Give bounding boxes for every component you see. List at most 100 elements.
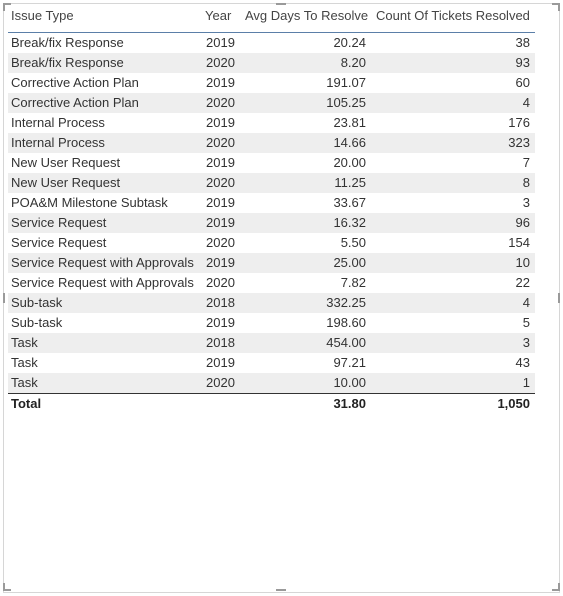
resize-handle[interactable] — [3, 583, 5, 591]
table-cell: 5 — [522, 315, 530, 330]
table-cell: Corrective Action Plan — [11, 95, 139, 110]
table-cell: 2019 — [206, 195, 235, 210]
resize-handle[interactable] — [3, 3, 11, 5]
table-cell: Break/fix Response — [11, 35, 124, 50]
table-cell: 2020 — [206, 135, 235, 150]
table-cell: 11.25 — [334, 175, 366, 190]
table-cell: 2019 — [206, 35, 235, 50]
resize-handle[interactable] — [276, 3, 286, 5]
table-cell: 14.66 — [333, 135, 366, 150]
total-cell: Total — [11, 396, 42, 411]
resize-handle[interactable] — [276, 589, 286, 591]
table-cell: 191.07 — [326, 75, 366, 90]
table-cell: 23.81 — [333, 115, 366, 130]
column-header[interactable]: Avg Days To Resolve — [245, 8, 369, 23]
table-cell: Task — [11, 335, 38, 350]
table-cell: Service Request with Approvals — [11, 275, 194, 290]
table-cell: 10.00 — [333, 375, 366, 390]
table-cell: 2018 — [206, 295, 235, 310]
table-cell: 2019 — [206, 75, 235, 90]
table-cell: 97.21 — [333, 355, 366, 370]
table-cell: 2020 — [206, 175, 235, 190]
resize-handle[interactable] — [558, 293, 560, 303]
table-cell: Internal Process — [11, 115, 105, 130]
resize-handle[interactable] — [558, 3, 560, 11]
table-cell: 2020 — [206, 235, 235, 250]
total-cell: 1,050 — [497, 396, 530, 411]
table-cell: 4 — [522, 295, 530, 310]
table-cell: 454.00 — [326, 335, 366, 350]
table-cell: New User Request — [11, 175, 121, 190]
table-cell: 2020 — [206, 375, 235, 390]
row-stripe — [8, 53, 535, 73]
resize-handle[interactable] — [3, 3, 5, 11]
column-header[interactable]: Issue Type — [11, 8, 74, 23]
table-cell: 3 — [522, 195, 530, 210]
table-cell: Service Request with Approvals — [11, 255, 194, 270]
table-cell: Sub-task — [11, 315, 63, 330]
table-cell: 93 — [515, 55, 530, 70]
row-stripe — [8, 93, 535, 113]
table-cell: 8 — [522, 175, 530, 190]
table-cell: 154 — [508, 235, 530, 250]
table-cell: 176 — [508, 115, 530, 130]
table-cell: 20.00 — [333, 155, 366, 170]
row-stripe — [8, 333, 535, 353]
resize-handle[interactable] — [3, 293, 5, 303]
row-stripe — [8, 173, 535, 193]
table-cell: 43 — [515, 355, 530, 370]
table-cell: 33.67 — [333, 195, 366, 210]
table-cell: 2019 — [206, 355, 235, 370]
row-stripe — [8, 293, 535, 313]
table-cell: 20.24 — [333, 35, 366, 50]
table-cell: New User Request — [11, 155, 121, 170]
table-cell: 323 — [508, 135, 530, 150]
row-stripe — [8, 373, 535, 393]
row-stripe — [8, 213, 535, 233]
table-cell: 2019 — [206, 155, 235, 170]
row-stripe — [8, 253, 535, 273]
table-cell: POA&M Milestone Subtask — [11, 195, 168, 210]
resize-handle[interactable] — [558, 583, 560, 591]
table-cell: Service Request — [11, 215, 107, 230]
table-cell: 198.60 — [326, 315, 366, 330]
table-cell: 60 — [515, 75, 530, 90]
table-cell: Task — [11, 375, 38, 390]
table-cell: 25.00 — [333, 255, 366, 270]
table-cell: 7 — [522, 155, 530, 170]
resize-handle[interactable] — [3, 589, 11, 591]
table-cell: 3 — [522, 335, 530, 350]
column-header[interactable]: Count Of Tickets Resolved — [376, 8, 530, 23]
table-cell: 8.20 — [340, 55, 366, 70]
table-cell: Corrective Action Plan — [11, 75, 139, 90]
table-cell: 2019 — [206, 115, 235, 130]
table-cell: Break/fix Response — [11, 55, 124, 70]
total-rule — [8, 393, 535, 394]
resize-handle[interactable] — [552, 589, 560, 591]
total-cell: 31.80 — [333, 396, 366, 411]
table-cell: 10 — [515, 255, 530, 270]
table-cell: 2020 — [206, 55, 235, 70]
table-cell: 4 — [522, 95, 530, 110]
table-cell: 332.25 — [326, 295, 366, 310]
resize-handle[interactable] — [552, 3, 560, 5]
table-cell: Service Request — [11, 235, 107, 250]
table-cell: 2020 — [206, 275, 235, 290]
table-cell: Sub-task — [11, 295, 63, 310]
table-cell: 7.82 — [340, 275, 366, 290]
table-cell: 2018 — [206, 335, 235, 350]
row-stripe — [8, 133, 535, 153]
table-cell: 1 — [522, 375, 530, 390]
table-cell: 2019 — [206, 215, 235, 230]
table-cell: Internal Process — [11, 135, 105, 150]
header-rule — [8, 32, 535, 33]
table-cell: 22 — [515, 275, 530, 290]
table-cell: Task — [11, 355, 38, 370]
table-cell: 105.25 — [326, 95, 366, 110]
column-header[interactable]: Year — [205, 8, 232, 23]
table-cell: 5.50 — [340, 235, 366, 250]
table-cell: 38 — [515, 35, 530, 50]
table-cell: 96 — [515, 215, 530, 230]
table-cell: 16.32 — [333, 215, 366, 230]
